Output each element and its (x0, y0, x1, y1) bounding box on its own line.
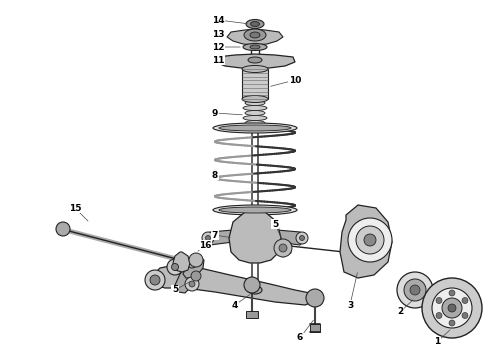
Text: 7: 7 (212, 230, 218, 239)
Bar (242, 69, 268, 99)
Ellipse shape (250, 32, 260, 38)
Circle shape (397, 272, 433, 308)
Circle shape (299, 235, 304, 240)
Text: 10: 10 (289, 76, 301, 85)
Circle shape (436, 297, 442, 303)
Circle shape (172, 264, 178, 270)
Circle shape (150, 275, 160, 285)
Ellipse shape (244, 29, 266, 41)
Circle shape (462, 312, 468, 319)
Circle shape (205, 235, 211, 240)
Polygon shape (207, 230, 233, 245)
Circle shape (244, 277, 260, 293)
Polygon shape (150, 265, 318, 305)
Circle shape (274, 239, 292, 257)
Circle shape (422, 278, 482, 338)
Circle shape (185, 277, 199, 291)
Text: 6: 6 (297, 333, 303, 342)
Circle shape (189, 253, 203, 267)
Polygon shape (277, 230, 303, 245)
Circle shape (306, 289, 324, 307)
Ellipse shape (250, 22, 260, 27)
Circle shape (191, 271, 201, 281)
Ellipse shape (243, 44, 267, 50)
Circle shape (202, 232, 214, 244)
Circle shape (189, 281, 195, 287)
Text: 4: 4 (232, 301, 238, 310)
Text: 13: 13 (212, 30, 224, 39)
Ellipse shape (246, 19, 264, 28)
Circle shape (145, 270, 165, 290)
Polygon shape (183, 256, 204, 278)
Ellipse shape (245, 121, 265, 126)
Text: 2: 2 (397, 307, 403, 316)
Circle shape (404, 279, 426, 301)
Circle shape (348, 218, 392, 262)
Text: 3: 3 (347, 301, 353, 310)
Circle shape (296, 232, 308, 244)
Ellipse shape (242, 95, 268, 103)
Ellipse shape (248, 57, 262, 63)
Ellipse shape (242, 66, 268, 72)
Text: 14: 14 (212, 15, 224, 24)
Ellipse shape (213, 123, 297, 133)
Ellipse shape (248, 286, 262, 294)
Circle shape (432, 288, 472, 328)
Circle shape (187, 258, 197, 268)
Ellipse shape (243, 105, 267, 111)
Circle shape (449, 320, 455, 326)
Text: 15: 15 (69, 203, 81, 212)
Circle shape (56, 222, 70, 236)
Circle shape (364, 234, 376, 246)
Text: 1: 1 (434, 338, 440, 346)
Bar (246, 311, 258, 318)
Ellipse shape (213, 205, 297, 215)
Text: 8: 8 (212, 171, 218, 180)
Polygon shape (227, 29, 283, 45)
Circle shape (462, 297, 468, 303)
Circle shape (442, 298, 462, 318)
Circle shape (410, 285, 420, 295)
Polygon shape (277, 243, 291, 257)
Ellipse shape (219, 207, 291, 213)
Polygon shape (173, 252, 190, 272)
Ellipse shape (250, 45, 260, 49)
Polygon shape (175, 262, 200, 293)
Circle shape (436, 312, 442, 319)
Polygon shape (229, 212, 281, 263)
Ellipse shape (219, 125, 291, 131)
Circle shape (279, 244, 287, 252)
Text: 5: 5 (272, 220, 278, 229)
Text: 5: 5 (172, 285, 178, 294)
Text: 9: 9 (212, 108, 218, 117)
Ellipse shape (245, 100, 265, 105)
Ellipse shape (245, 111, 265, 116)
Text: 12: 12 (212, 42, 224, 51)
Text: 11: 11 (212, 55, 224, 64)
Bar (310, 324, 320, 332)
Ellipse shape (243, 116, 267, 121)
Circle shape (356, 226, 384, 254)
Polygon shape (215, 54, 295, 69)
Text: 16: 16 (199, 240, 211, 249)
Circle shape (167, 259, 183, 275)
Polygon shape (340, 205, 392, 278)
Circle shape (449, 290, 455, 296)
Circle shape (448, 304, 456, 312)
